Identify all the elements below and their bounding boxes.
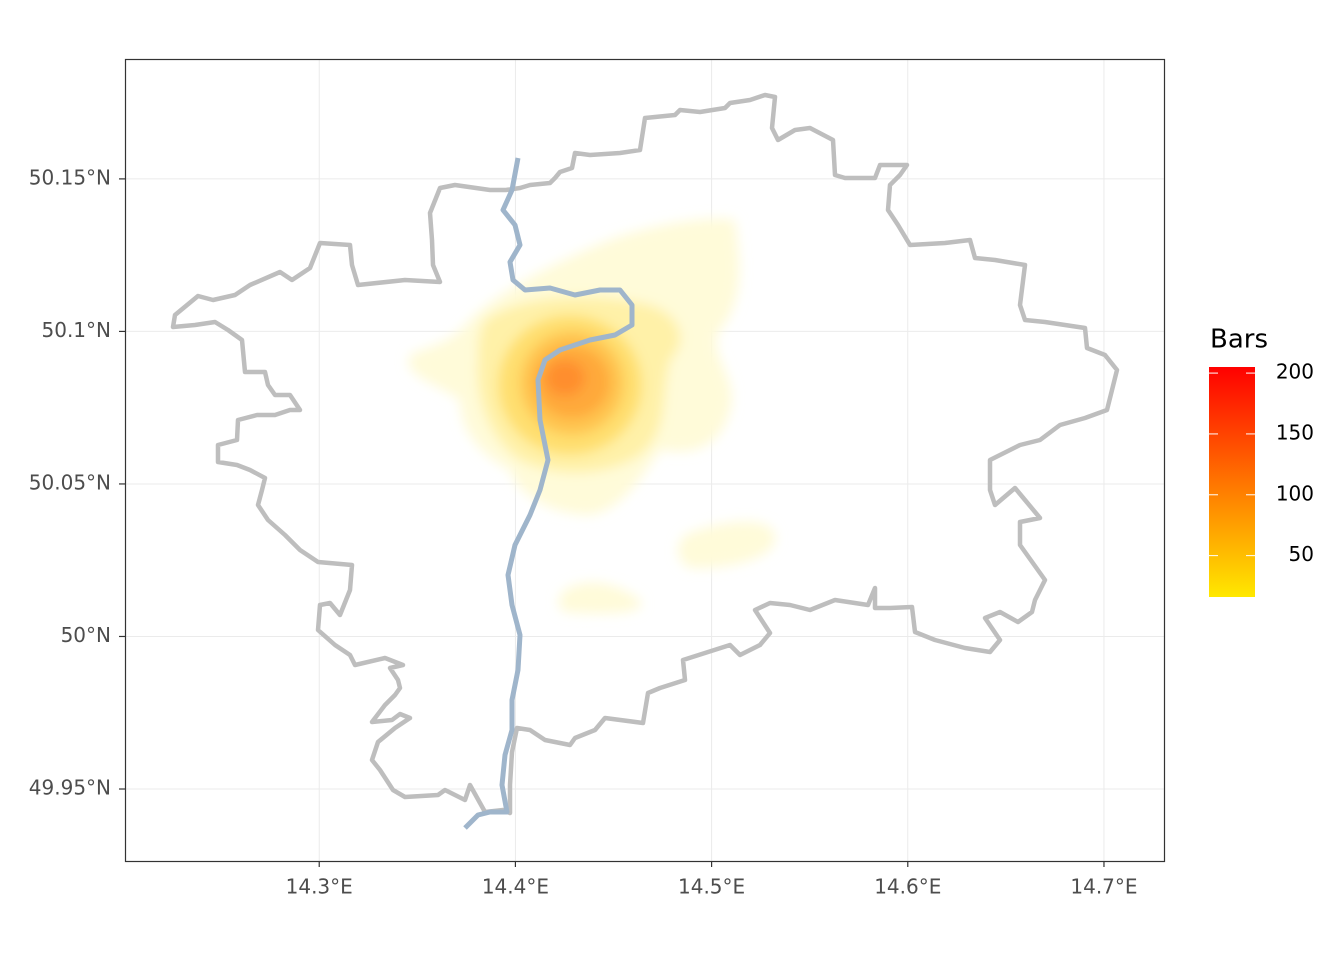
- density-level: [678, 521, 776, 569]
- x-tick-label: 14.7°E: [1070, 875, 1137, 899]
- y-tick-label: 50.1°N: [42, 318, 112, 342]
- legend-tick-label: 100: [1276, 481, 1314, 505]
- x-tick-label: 14.3°E: [286, 875, 353, 899]
- legend-tick-label: 150: [1276, 420, 1314, 444]
- y-tick-label: 50.15°N: [29, 165, 111, 189]
- colorbar: [1209, 367, 1255, 597]
- density: [408, 218, 776, 614]
- y-tick-label: 50.05°N: [29, 470, 111, 494]
- x-tick-label: 14.6°E: [874, 875, 941, 899]
- x-tick-label: 14.5°E: [678, 875, 745, 899]
- panel-border: [124, 58, 1166, 863]
- legend-tick-label: 50: [1289, 542, 1314, 566]
- y-tick-label: 50°N: [61, 623, 111, 647]
- y-tick-label: 49.95°N: [29, 776, 111, 800]
- x-tick-label: 14.4°E: [482, 875, 549, 899]
- river: [463, 157, 635, 830]
- axes: 14.3°E 14.4°E 14.5°E 14.6°E 14.7°E 49.95°N 50°…: [29, 165, 1138, 898]
- legend-tick-label: 200: [1276, 360, 1314, 384]
- legend-title: Bars: [1210, 325, 1268, 355]
- city-boundary: [170, 92, 1120, 816]
- density-level: [545, 360, 585, 396]
- legend: 50 100 150 200: [1209, 360, 1314, 566]
- density-level: [558, 582, 642, 614]
